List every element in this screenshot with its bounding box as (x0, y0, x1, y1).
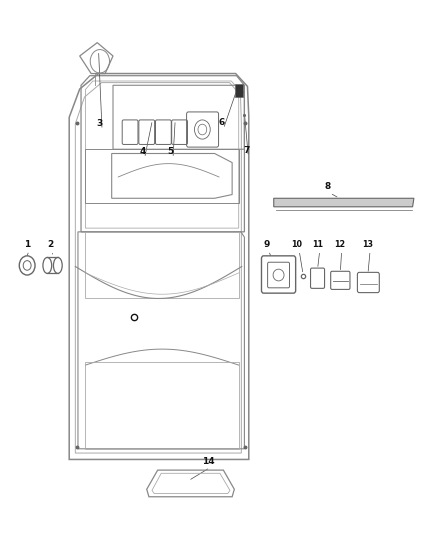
Text: 6: 6 (218, 118, 224, 127)
Text: 14: 14 (202, 457, 214, 465)
Text: 2: 2 (47, 240, 53, 248)
Text: 11: 11 (312, 240, 323, 248)
Text: 13: 13 (362, 240, 374, 248)
Polygon shape (274, 198, 414, 207)
Text: 5: 5 (168, 148, 174, 156)
Text: 1: 1 (24, 240, 30, 248)
Text: 8: 8 (325, 182, 331, 191)
Text: 9: 9 (263, 240, 269, 248)
FancyBboxPatch shape (235, 84, 243, 97)
Text: 12: 12 (334, 240, 345, 248)
Text: 10: 10 (291, 240, 303, 248)
Text: 4: 4 (139, 148, 145, 156)
Text: 7: 7 (243, 146, 249, 155)
Text: 3: 3 (97, 119, 103, 128)
